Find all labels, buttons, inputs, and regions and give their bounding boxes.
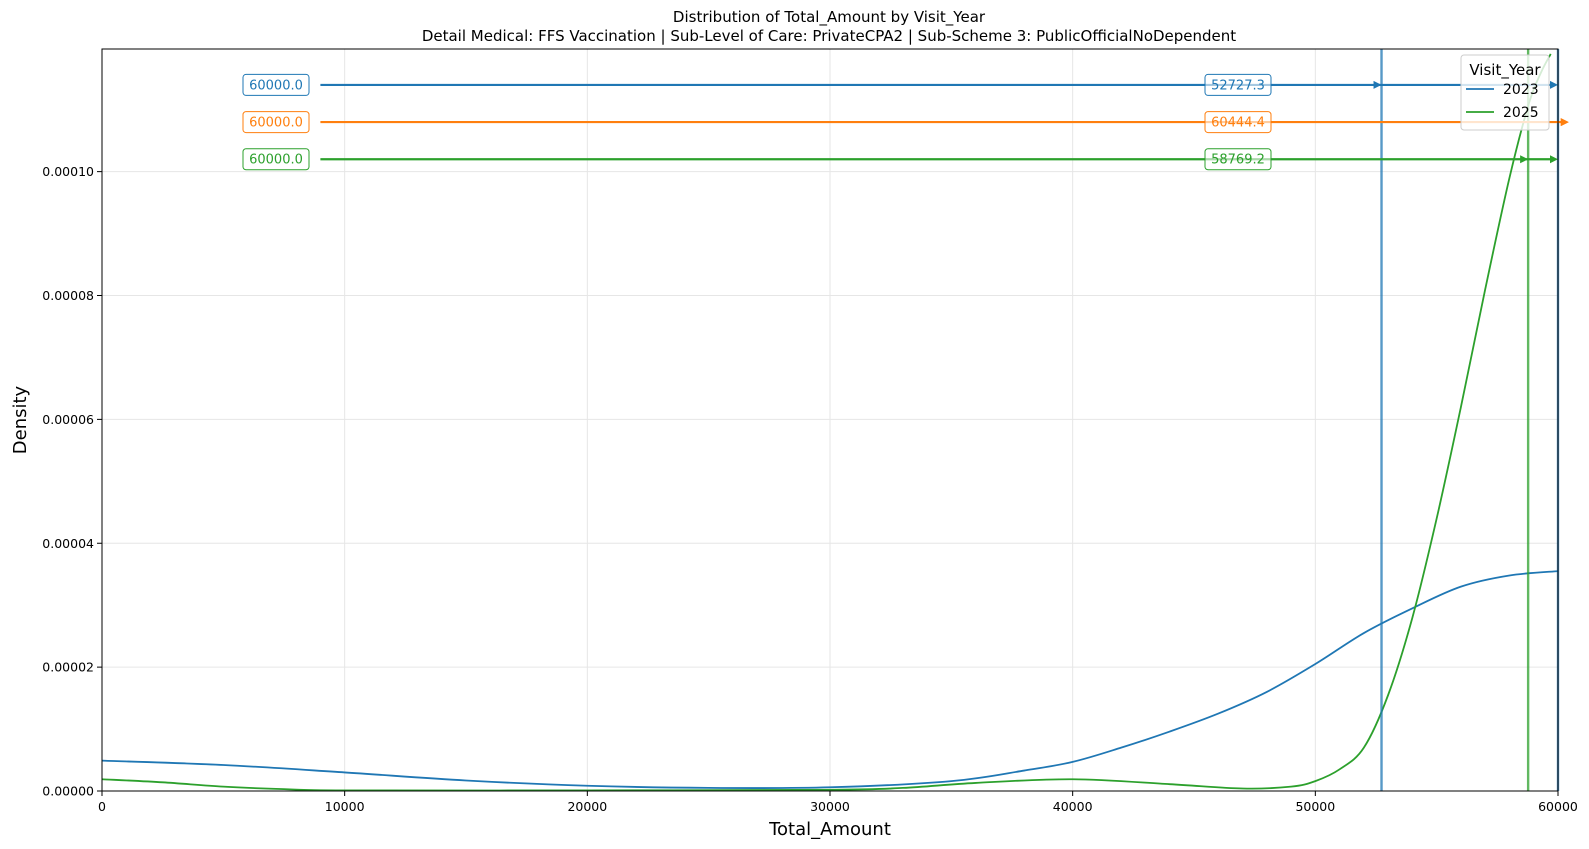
series-line-2025 (101, 53, 1552, 792)
x-ticks: 0 10000 20000 30000 40000 50000 60000 (98, 791, 1578, 814)
chart-title: Distribution of Total_Amount by Visit_Ye… (673, 8, 986, 27)
x-tick-label: 10000 (325, 799, 365, 814)
legend-entries: 2023 2025 (1466, 82, 1539, 121)
y-tick-label: 0.00006 (42, 412, 94, 427)
x-tick-label: 30000 (810, 799, 850, 814)
y-tick-label: 0.00004 (42, 536, 94, 551)
legend: Visit_Year 2023 2025 (1460, 54, 1550, 131)
annotation-label-box (242, 111, 310, 134)
annotation-arrowhead (1550, 80, 1558, 89)
annotation-inner-label-box (1204, 111, 1272, 134)
y-axis-label: Density (10, 385, 31, 454)
annotation-label-box (242, 148, 310, 171)
annotation-label-box (242, 73, 310, 96)
series-line-2023 (101, 570, 1559, 790)
y-tick-label: 0.00000 (42, 784, 94, 799)
series-layer (101, 53, 1559, 792)
annotation-label: 60000.0 (249, 116, 303, 131)
grid-layer (101, 49, 1559, 792)
annotation-inner-arrowhead (1373, 80, 1382, 89)
annotation-inner-label: 52727.3 (1211, 78, 1265, 93)
annotation-label: 60000.0 (249, 78, 303, 93)
annotation-inner-label: 60444.4 (1211, 116, 1265, 131)
x-tick-label: 60000 (1538, 799, 1578, 814)
y-ticks: 0.00000 0.00002 0.00004 0.00006 0.00008 0.000… (42, 164, 102, 799)
chart-subtitle: Detail Medical: FFS Vaccination | Sub-Le… (422, 27, 1236, 45)
x-tick-label: 40000 (1053, 799, 1093, 814)
annotation-inner-label-box (1204, 148, 1272, 171)
annotation-inner-arrowhead (1560, 118, 1569, 127)
x-tick-label: 50000 (1295, 799, 1335, 814)
annotation-inner-label-box (1204, 73, 1272, 96)
legend-label: 2025 (1503, 105, 1539, 121)
annotation-inner-label: 58769.2 (1211, 153, 1265, 168)
x-axis-label: Total_Amount (768, 819, 891, 840)
annotation-arrowhead (1550, 155, 1558, 164)
y-tick-label: 0.00002 (42, 660, 94, 675)
legend-label: 2023 (1503, 82, 1539, 98)
annotation-inner-arrowhead (1520, 155, 1529, 164)
x-tick-label: 20000 (567, 799, 607, 814)
y-tick-label: 0.00010 (42, 164, 94, 179)
annotation-layer: 60000.0 52727.3 60000.0 60444.4 60000.0 58769… (242, 73, 1569, 171)
y-tick-label: 0.00008 (42, 288, 94, 303)
x-tick-label: 0 (98, 799, 106, 814)
annotation-label: 60000.0 (249, 153, 303, 168)
legend-title: Visit_Year (1469, 61, 1541, 80)
